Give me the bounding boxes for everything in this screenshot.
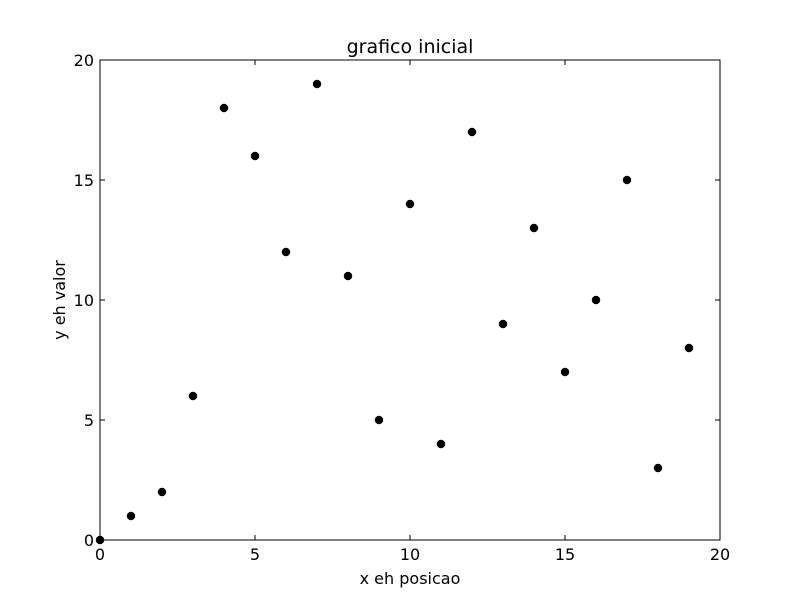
data-point [157,487,167,497]
y-tick-label: 0 [84,531,94,550]
data-point [684,343,694,353]
axis-ticks [99,59,721,541]
x-axis-label: x eh posicao [360,569,461,588]
data-point [653,463,663,473]
data-point [529,223,539,233]
data-point [498,319,508,329]
x-tick-label: 0 [95,545,105,564]
y-tick-label: 5 [84,411,94,430]
data-point [281,247,291,257]
tick-labels: 0 5 10 15 20 0 5 10 15 20 [74,51,731,564]
data-point [405,199,415,209]
data-point [560,367,570,377]
data-point [374,415,384,425]
data-point [436,439,446,449]
y-axis-label: y eh valor [50,260,69,340]
data-point [591,295,601,305]
data-point [188,391,198,401]
x-tick-label: 20 [710,545,730,564]
x-tick-label: 10 [400,545,420,564]
plot-frame [99,59,721,541]
y-tick-label: 10 [74,291,94,310]
y-tick-label: 20 [74,51,94,70]
data-point [219,103,229,113]
x-tick-label: 5 [250,545,260,564]
data-point [250,151,260,161]
data-point [312,79,322,89]
data-point [467,127,477,137]
data-point [343,271,353,281]
data-point [126,511,136,521]
chart-title: grafico inicial [347,36,474,58]
data-points [95,79,694,545]
y-tick-label: 15 [74,171,94,190]
data-point [622,175,632,185]
x-tick-label: 15 [555,545,575,564]
